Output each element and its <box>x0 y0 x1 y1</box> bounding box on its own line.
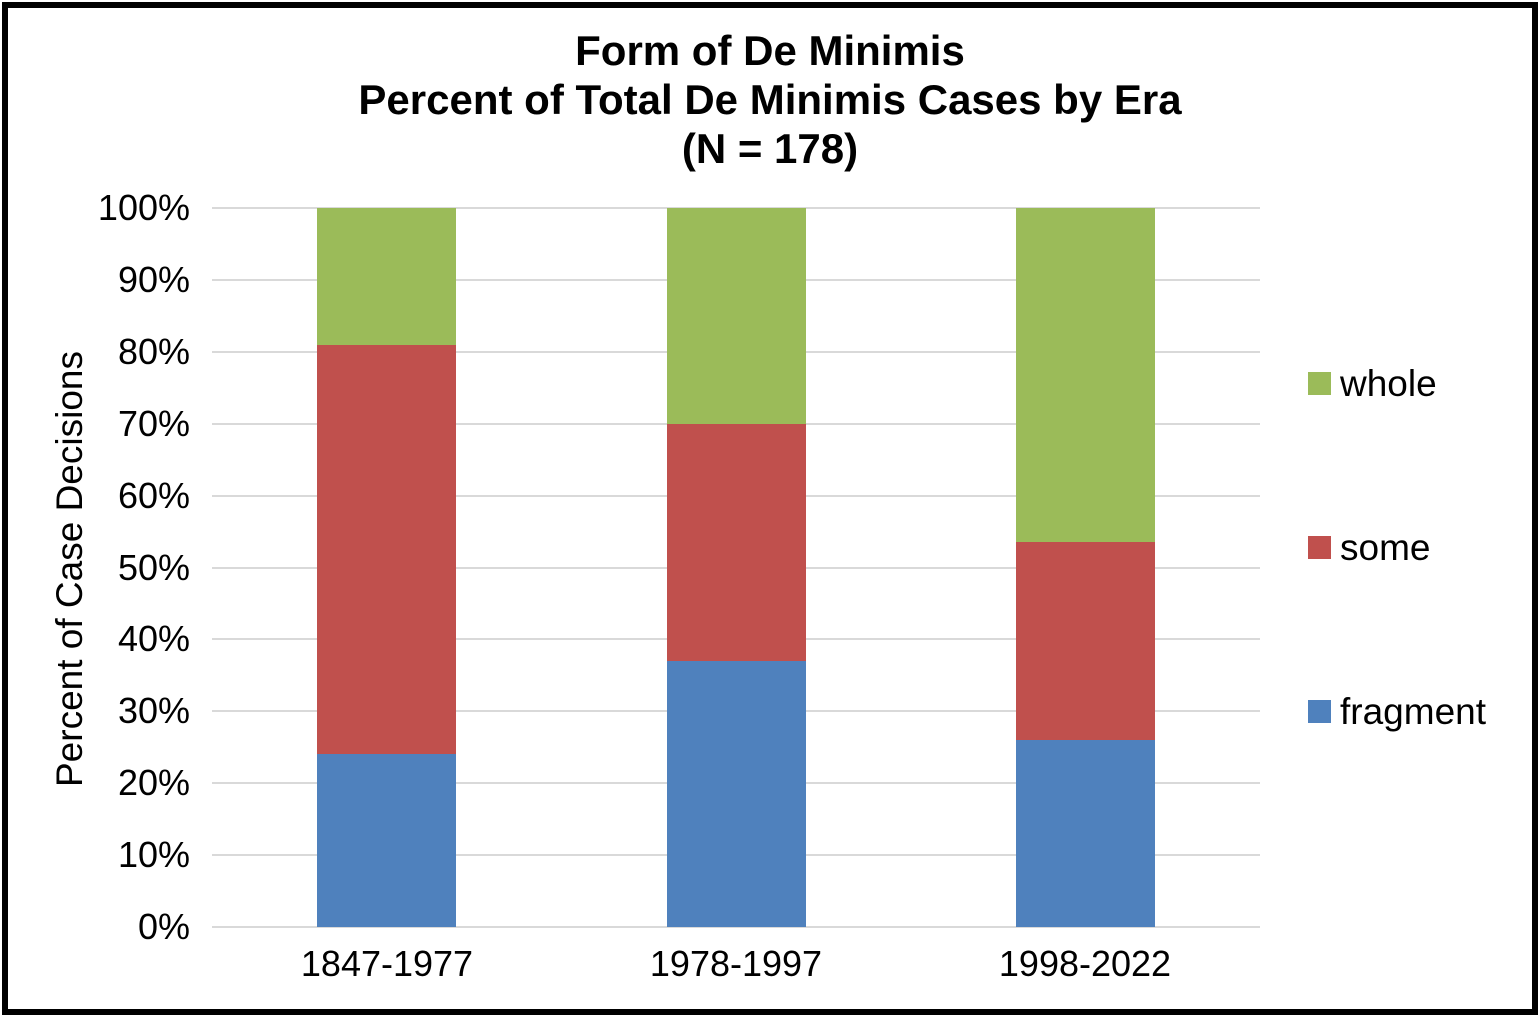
bar-segment-fragment-1998-2022 <box>1016 740 1155 927</box>
chart-title: Form of De Minimis Percent of Total De M… <box>0 26 1540 173</box>
stacked-bar-1847-1977 <box>317 208 456 927</box>
y-tick-label-0: 0% <box>137 906 190 947</box>
y-tick-label-100: 100% <box>97 187 190 228</box>
y-tick-label-30: 30% <box>117 690 190 731</box>
gridline-0 <box>212 926 1260 928</box>
y-tick-label-90: 90% <box>117 259 190 300</box>
plot-area <box>212 207 1260 928</box>
legend-item-some: some <box>1308 529 1430 566</box>
legend-swatch-icon-whole <box>1308 372 1331 395</box>
legend-item-whole: whole <box>1308 365 1437 402</box>
x-tick-label-1998-2022: 1998-2022 <box>998 943 1172 984</box>
stacked-bar-1998-2022 <box>1016 208 1155 927</box>
chart-title-line-2: Percent of Total De Minimis Cases by Era <box>358 76 1182 123</box>
y-tick-label-60: 60% <box>117 475 190 516</box>
y-tick-label-70: 70% <box>117 403 190 444</box>
y-tick-label-80: 80% <box>117 331 190 372</box>
legend-label-some: some <box>1340 527 1431 568</box>
y-tick-label-10: 10% <box>117 834 190 875</box>
legend-swatch-icon-fragment <box>1308 700 1331 723</box>
stacked-bar-1978-1997 <box>667 208 806 927</box>
legend-swatch-icon-some <box>1308 536 1331 559</box>
bar-segment-some-1847-1977 <box>317 345 456 754</box>
bar-segment-fragment-1847-1977 <box>317 754 456 927</box>
y-tick-label-20: 20% <box>117 762 190 803</box>
legend-item-fragment: fragment <box>1308 693 1486 730</box>
bar-segment-whole-1998-2022 <box>1016 208 1155 542</box>
x-tick-label-1847-1977: 1847-1977 <box>300 943 474 984</box>
bar-segment-fragment-1978-1997 <box>667 661 806 927</box>
legend-label-whole: whole <box>1340 363 1437 404</box>
chart-title-line-3: (N = 178) <box>681 125 859 172</box>
chart-title-line-1: Form of De Minimis <box>575 27 965 74</box>
y-tick-label-50: 50% <box>117 547 190 588</box>
legend-label-fragment: fragment <box>1340 691 1487 732</box>
x-tick-label-1978-1997: 1978-1997 <box>649 943 823 984</box>
bar-segment-whole-1847-1977 <box>317 208 456 345</box>
bar-segment-some-1998-2022 <box>1016 542 1155 740</box>
y-tick-label-40: 40% <box>117 618 190 659</box>
bar-segment-whole-1978-1997 <box>667 208 806 424</box>
bar-segment-some-1978-1997 <box>667 424 806 661</box>
